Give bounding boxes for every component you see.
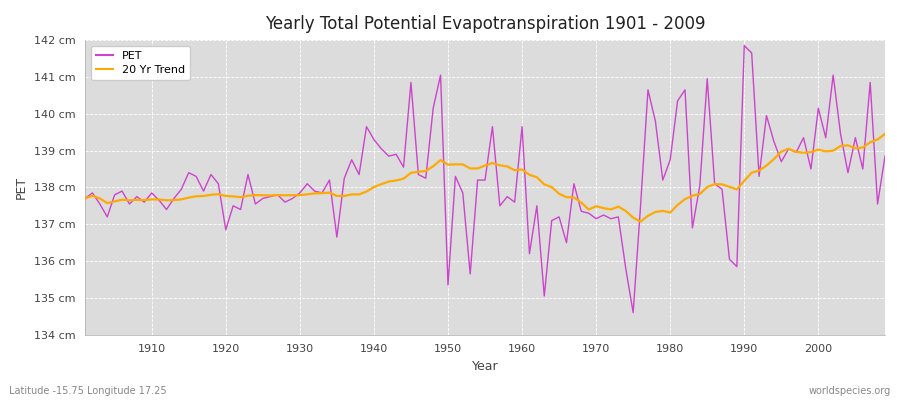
Y-axis label: PET: PET (15, 176, 28, 199)
Title: Yearly Total Potential Evapotranspiration 1901 - 2009: Yearly Total Potential Evapotranspiratio… (265, 15, 706, 33)
Text: Latitude -15.75 Longitude 17.25: Latitude -15.75 Longitude 17.25 (9, 386, 166, 396)
Legend: PET, 20 Yr Trend: PET, 20 Yr Trend (91, 46, 191, 80)
Text: worldspecies.org: worldspecies.org (809, 386, 891, 396)
X-axis label: Year: Year (472, 360, 499, 373)
